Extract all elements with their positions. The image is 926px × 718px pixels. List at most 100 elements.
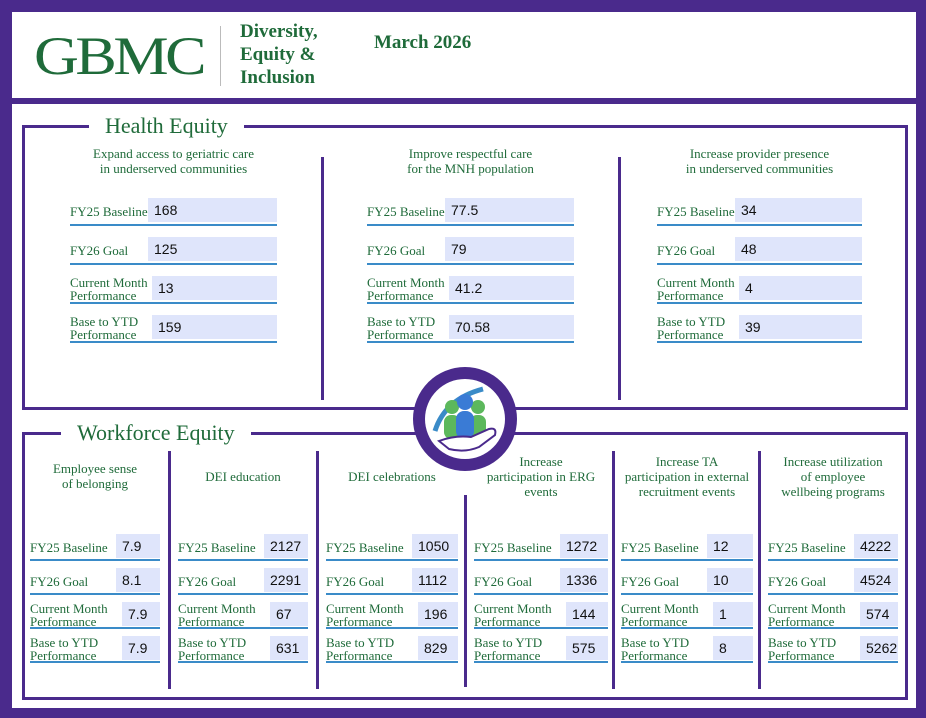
metric-label-line: Performance (621, 613, 688, 629)
metric-row: Current Month Performance 67 (178, 598, 308, 629)
metric-value: 144 (566, 601, 608, 626)
metric-value: 79 (445, 236, 574, 261)
metric-value: 829 (418, 635, 458, 660)
metric-label-line: FY26 Goal (70, 242, 129, 258)
metric-label: FY26 Goal (326, 575, 384, 588)
metric-label-line: Current Month (70, 274, 148, 290)
workforce-equity-column: Increase utilization of employee wellbeing… (768, 450, 898, 663)
metric-value: 70.58 (449, 314, 574, 339)
metric-heading-text: Improve respectful care for the MNH popul… (407, 146, 534, 176)
metric-row: Base to YTD Performance 7.9 (30, 632, 160, 663)
health-equity-title: Health Equity (89, 113, 244, 139)
workforce-equity-column: DEI education FY25 Baseline 2127 FY26 Goal 2… (178, 450, 308, 663)
metric-label: Base to YTD Performance (768, 636, 836, 662)
metric-value: 4 (739, 275, 862, 300)
metric-label: Base to YTD Performance (367, 315, 435, 341)
heading-line: in underserved communities (685, 161, 834, 176)
metric-value: 7.9 (116, 533, 160, 558)
metric-label: Current Month Performance (178, 602, 256, 628)
metric-heading: Increase participation in ERG events (474, 450, 608, 502)
metric-label-line: FY25 Baseline (621, 539, 699, 555)
heading-line: of belonging (61, 476, 129, 491)
metric-heading: Increase TA participation in external recr… (621, 450, 753, 502)
metric-label-line: Base to YTD (326, 634, 395, 650)
metric-value: 574 (860, 601, 898, 626)
metric-row: Current Month Performance 574 (768, 598, 898, 629)
metric-label: FY26 Goal (621, 575, 679, 588)
header: GBMC Diversity, Equity & Inclusion March… (12, 12, 916, 98)
metric-label-line: Performance (30, 647, 97, 663)
metric-value: 12 (707, 533, 753, 558)
metric-label-line: FY25 Baseline (768, 539, 846, 555)
metric-row: FY25 Baseline 2127 (178, 530, 308, 561)
metric-value: 2127 (264, 533, 308, 558)
metric-row: Base to YTD Performance 829 (326, 632, 458, 663)
metric-row: FY25 Baseline 7.9 (30, 530, 160, 561)
metric-value: 4222 (854, 533, 898, 558)
metric-label-line: Base to YTD (367, 313, 436, 329)
heading-line: DEI celebrations (348, 468, 436, 484)
workforce-equity-title: Workforce Equity (61, 420, 251, 446)
column-divider (618, 157, 621, 400)
metric-label: FY26 Goal (474, 575, 532, 588)
metric-label-line: Performance (768, 647, 835, 663)
metric-label: FY25 Baseline (657, 205, 735, 218)
metric-row: FY26 Goal 1336 (474, 564, 608, 595)
column-divider (316, 451, 319, 689)
metric-label-line: Performance (768, 613, 835, 629)
metric-row: Base to YTD Performance 575 (474, 632, 608, 663)
workforce-equity-column: Employee sense of belonging FY25 Baseline 7… (30, 450, 160, 663)
metric-label: Current Month Performance (474, 602, 552, 628)
metric-heading: Increase provider presence in underserved… (657, 143, 862, 179)
metric-row: Base to YTD Performance 8 (621, 632, 753, 663)
metric-label-line: FY25 Baseline (178, 539, 256, 555)
metric-row: FY26 Goal 8.1 (30, 564, 160, 595)
metric-label: FY25 Baseline (30, 541, 108, 554)
people-in-hand-icon (425, 379, 505, 459)
metric-row: FY26 Goal 1112 (326, 564, 458, 595)
metric-label-line: Base to YTD (474, 634, 543, 650)
metric-row: Base to YTD Performance 39 (657, 310, 862, 343)
metric-label: FY25 Baseline (326, 541, 404, 554)
metric-label: FY25 Baseline (474, 541, 552, 554)
metric-row: FY26 Goal 79 (367, 232, 574, 265)
metric-label-line: Performance (326, 647, 393, 663)
metric-heading-text: DEI celebrations (348, 469, 436, 484)
health-equity-column: Improve respectful care for the MNH popul… (367, 143, 574, 343)
metric-label: FY25 Baseline (367, 205, 445, 218)
metric-label-line: Performance (621, 647, 688, 663)
metric-heading-text: Increase participation in ERG events (487, 454, 595, 499)
column-divider (612, 451, 615, 689)
metric-label: Base to YTD Performance (326, 636, 394, 662)
metric-value: 34 (735, 197, 862, 222)
metric-value: 1272 (560, 533, 608, 558)
column-divider (321, 157, 324, 400)
metric-label-line: Performance (474, 613, 541, 629)
metric-label-line: FY25 Baseline (367, 203, 445, 219)
workforce-equity-section: Workforce Equity Employee sense of belong… (22, 420, 908, 700)
metric-label-line: Current Month (326, 600, 404, 616)
metric-label-line: Performance (178, 613, 245, 629)
metric-row: Current Month Performance 144 (474, 598, 608, 629)
heading-line: in underserved communities (99, 161, 248, 176)
metric-label-line: Performance (367, 326, 434, 342)
metric-heading: Improve respectful care for the MNH popul… (367, 143, 574, 179)
heading-line: Expand access to geriatric care (93, 146, 254, 161)
metric-row: FY25 Baseline 34 (657, 193, 862, 226)
metric-label-line: Current Month (768, 600, 846, 616)
metric-heading: DEI education (178, 450, 308, 502)
heading-line: of employee (800, 468, 866, 484)
logo-divider (220, 26, 221, 86)
metric-row: FY25 Baseline 168 (70, 193, 277, 226)
metric-value: 2291 (264, 567, 308, 592)
metric-row: FY25 Baseline 1272 (474, 530, 608, 561)
heading-line: participation in external (624, 468, 750, 484)
heading-line: events (524, 483, 558, 499)
metric-label-line: Performance (326, 613, 393, 629)
metric-label-line: Current Month (621, 600, 699, 616)
metric-value: 5262 (860, 635, 898, 660)
metric-value: 13 (152, 275, 277, 300)
column-divider (168, 451, 171, 689)
metric-heading-text: Expand access to geriatric care in unders… (93, 146, 254, 176)
metric-label: FY25 Baseline (621, 541, 699, 554)
